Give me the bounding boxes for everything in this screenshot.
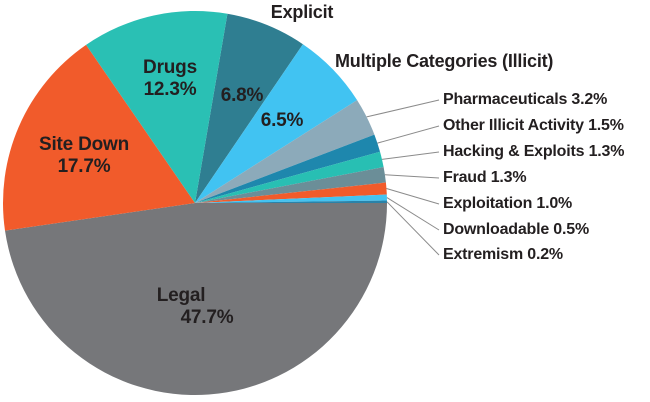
callout-label-other-illicit-activity: Other Illicit Activity 1.5% xyxy=(443,117,624,134)
label-drugs: Drugs 12.3% xyxy=(120,57,220,101)
pie-slice-pharmaceuticals xyxy=(195,100,375,203)
leader-line-pharmaceuticals xyxy=(366,99,440,118)
callout-label-pharmaceuticals: Pharmaceuticals 3.2% xyxy=(443,91,608,108)
pie-slice-exploitation xyxy=(195,182,387,203)
pie-slice-other-illicit-activity xyxy=(195,134,381,203)
pie-slice-hacking-exploits xyxy=(195,151,384,203)
leader-line-fraud xyxy=(384,174,440,179)
pie-slice-explicit xyxy=(195,13,303,204)
leader-line-exploitation xyxy=(386,188,440,205)
pie-slice-drugs xyxy=(86,11,228,203)
pie-slice-fraud xyxy=(195,167,386,203)
label-site-down: Site Down 17.7% xyxy=(24,134,144,178)
pie-slice-site-down xyxy=(2,44,196,231)
label-legal-pct: 47.7% xyxy=(180,307,234,328)
pie-slice-downloadable xyxy=(195,194,387,203)
callout-label-exploitation: Exploitation 1.0% xyxy=(443,195,573,212)
label-drugs-name: Drugs xyxy=(143,57,197,78)
label-explicit-title: Explicit xyxy=(270,2,334,22)
leader-line-other-illicit-activity xyxy=(377,125,440,144)
leader-line-hacking-exploits xyxy=(381,151,440,160)
label-legal-name: Legal xyxy=(156,285,206,306)
callout-label-extremism: Extremism 0.2% xyxy=(443,246,563,263)
label-multiple-categories-title: Multiple Categories (Illicit) xyxy=(335,51,554,71)
callout-label-downloadable: Downloadable 0.5% xyxy=(443,221,589,238)
label-drugs-pct: 12.3% xyxy=(143,79,197,100)
label-multiple-categories-pct: 6.5% xyxy=(260,110,304,131)
pie-slice-legal xyxy=(5,203,387,396)
label-explicit-pct: 6.8% xyxy=(220,85,264,106)
pie-slice-multiple-categories-illicit xyxy=(195,44,358,204)
label-site-down-name: Site Down xyxy=(38,134,130,155)
callout-label-fraud: Fraud 1.3% xyxy=(443,169,527,186)
label-site-down-pct: 17.7% xyxy=(57,156,111,177)
pie-slice-extremism xyxy=(195,200,387,203)
leader-line-downloadable xyxy=(386,197,440,231)
callout-label-hacking-exploits: Hacking & Exploits 1.3% xyxy=(443,143,625,160)
leader-line-extremism xyxy=(386,201,440,256)
